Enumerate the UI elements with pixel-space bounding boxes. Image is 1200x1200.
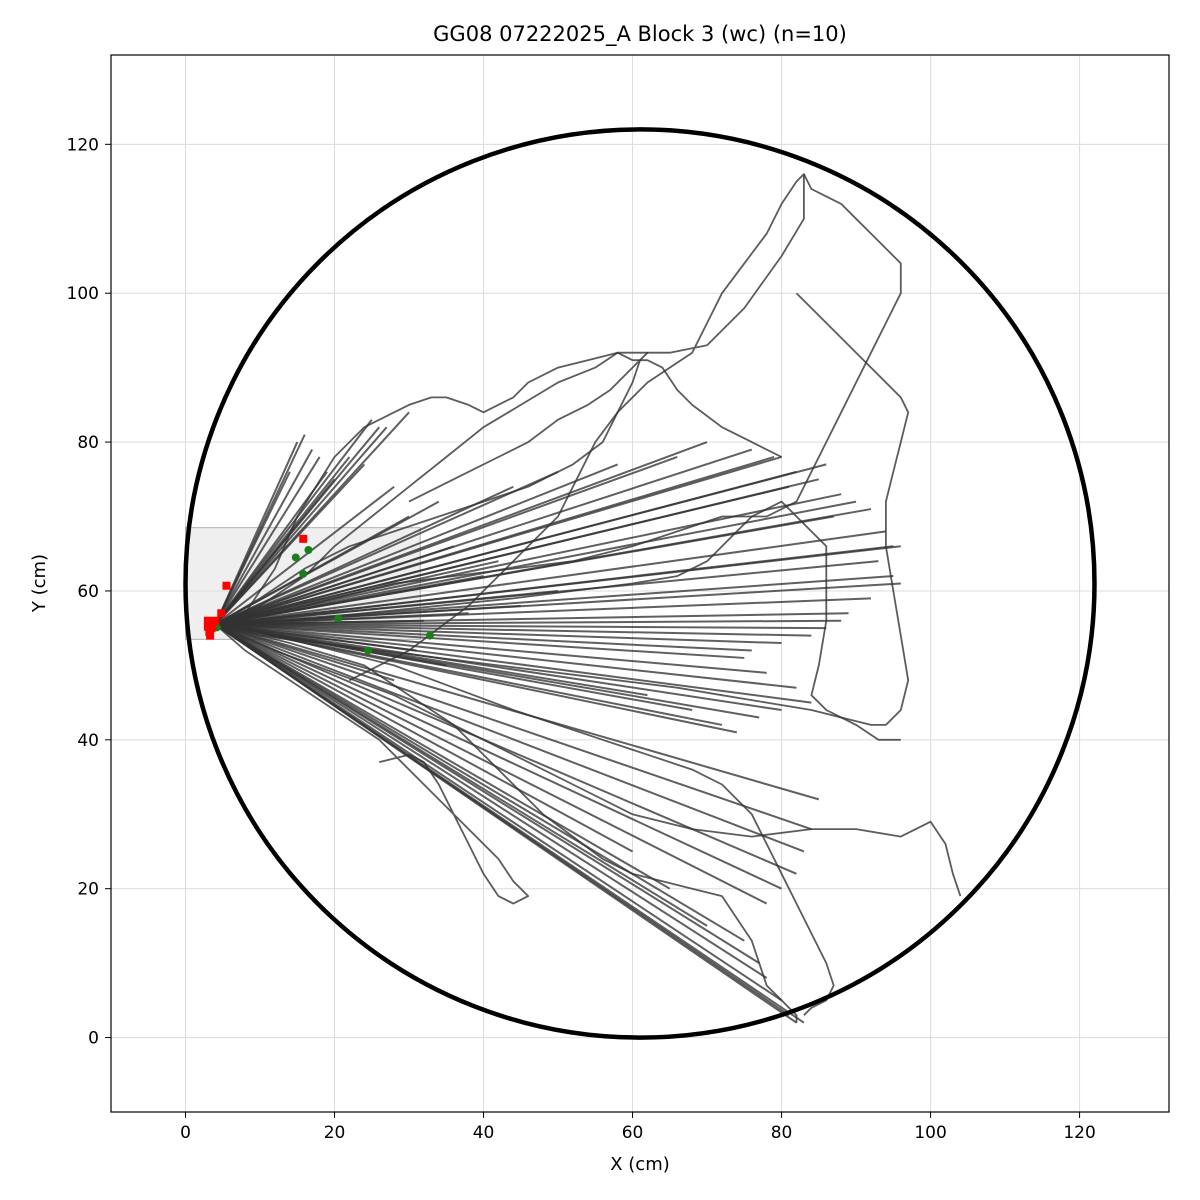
x-axis-label: X (cm) <box>610 1154 670 1175</box>
trajectory-path <box>215 500 901 741</box>
trajectory-path <box>214 623 530 905</box>
trajectory-ray <box>214 545 455 626</box>
trajectory-path <box>215 623 798 1023</box>
trajectory-ray <box>214 623 805 1024</box>
trajectory-ray <box>214 623 708 927</box>
trajectory-path <box>214 623 962 897</box>
axis-ticks: 0 20 40 60 80 100 120 0 20 40 60 80 100 120 <box>67 135 1096 1143</box>
arena-layer <box>183 127 1097 1040</box>
end-marker <box>217 609 226 618</box>
trajectory-ray <box>215 623 782 645</box>
start-marker <box>291 553 300 562</box>
trajectory-ray <box>215 623 827 630</box>
y-tick-label: 100 <box>67 284 99 304</box>
end-marker <box>206 631 215 640</box>
trajectory-ray <box>214 463 619 626</box>
arena-circle <box>183 127 1097 1040</box>
end-marker <box>299 534 308 543</box>
end-marker <box>208 620 217 629</box>
x-tick-label: 120 <box>1063 1123 1095 1143</box>
x-tick-label: 40 <box>473 1123 495 1143</box>
trajectory-ray <box>214 623 768 979</box>
y-tick-label: 80 <box>77 433 99 453</box>
trajectory-ray <box>214 500 440 626</box>
start-marker <box>299 569 308 578</box>
trajectory-path <box>215 623 835 1016</box>
trajectory-ray <box>215 623 782 712</box>
markers-layer <box>203 534 434 655</box>
end-marker <box>203 616 212 625</box>
trajectory-ray <box>215 478 820 626</box>
x-tick-label: 0 <box>180 1123 191 1143</box>
start-marker <box>425 631 434 640</box>
x-tick-label: 100 <box>914 1123 946 1143</box>
trajectory-ray <box>215 623 797 689</box>
x-tick-label: 60 <box>622 1123 644 1143</box>
x-tick-label: 80 <box>771 1123 793 1143</box>
y-axis-label: Y (cm) <box>29 554 50 613</box>
trajectory-path <box>215 173 902 626</box>
y-tick-label: 0 <box>88 1029 99 1049</box>
y-tick-label: 60 <box>77 582 99 602</box>
trajectory-path <box>214 351 783 626</box>
trajectory-ray <box>214 623 797 875</box>
y-tick-label: 20 <box>77 880 99 900</box>
trajectory-ray <box>214 456 321 625</box>
trajectory-ray <box>215 530 887 626</box>
trajectory-path <box>214 173 805 682</box>
trajectory-ray <box>215 500 857 626</box>
trajectory-ray <box>214 623 768 905</box>
start-marker <box>334 614 343 623</box>
trajectory-ray <box>214 463 366 626</box>
trajectory-path <box>215 292 910 726</box>
trajectory-ray <box>214 623 805 853</box>
plot-frame <box>110 54 1170 1113</box>
end-marker <box>222 581 231 590</box>
trajectory-ray <box>214 623 634 853</box>
trajectory-ray <box>214 426 388 626</box>
trajectory-ray <box>214 623 671 890</box>
trajectory-rays <box>214 411 901 1024</box>
trajectory-ray <box>214 623 783 1002</box>
trajectory-ray <box>214 623 782 890</box>
start-marker <box>364 646 373 655</box>
end-marker <box>203 622 212 631</box>
trajectory-ray <box>215 623 745 659</box>
trajectory-ray <box>214 471 291 625</box>
start-marker <box>304 546 313 555</box>
trajectory-ray <box>215 463 827 626</box>
trajectory-ray <box>214 485 395 626</box>
chart-title: GG08 07222025_A Block 3 (wc) (n=10) <box>433 22 847 47</box>
y-tick-label: 120 <box>67 135 99 155</box>
trajectory-ray <box>215 623 812 637</box>
trajectory-ray <box>215 623 395 682</box>
y-tick-label: 40 <box>77 731 99 751</box>
trajectory-ray <box>215 623 752 652</box>
trajectory-path <box>214 351 649 626</box>
trajectory-ray <box>214 449 314 625</box>
trajectory-ray <box>214 456 351 626</box>
trajectory-ray <box>214 623 745 942</box>
x-tick-label: 20 <box>324 1123 346 1143</box>
trajectory-ray <box>215 623 767 674</box>
trajectory-ray <box>215 623 417 652</box>
trajectory-ray <box>214 470 559 626</box>
trajectory-ray <box>214 623 812 831</box>
trajectory-ray <box>215 589 559 626</box>
trajectory-ray <box>215 545 901 626</box>
trajectory-ray <box>215 619 842 626</box>
trajectory-ray <box>214 441 708 626</box>
trajectory-ray <box>215 455 782 626</box>
trajectory-paths <box>214 173 962 1023</box>
